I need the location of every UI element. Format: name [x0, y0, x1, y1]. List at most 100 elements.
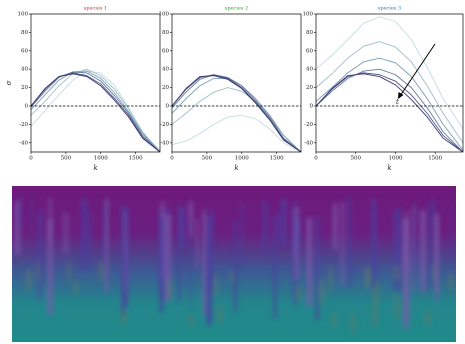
streak: [167, 277, 173, 301]
y-tick-label: -20: [19, 122, 28, 128]
streak: [295, 284, 302, 303]
x-tick-label: 500: [61, 156, 72, 162]
x-tick-label: 1000: [235, 156, 249, 162]
y-tick-label: 100: [159, 12, 170, 18]
streak: [121, 206, 126, 317]
axes-frame: [171, 13, 302, 153]
streak: [14, 201, 21, 255]
streak: [420, 210, 426, 292]
streak: [98, 261, 105, 283]
streak: [400, 219, 403, 274]
streak: [413, 204, 417, 264]
y-axis-label: σ: [5, 80, 13, 85]
streak: [232, 219, 238, 312]
streak: [349, 312, 357, 334]
streak: [73, 279, 80, 296]
x-tick-label: 1500: [129, 156, 143, 162]
y-tick-label: 80: [306, 30, 313, 36]
streak: [25, 267, 33, 292]
streak: [81, 199, 88, 270]
streak: [89, 212, 92, 264]
streak: [340, 201, 345, 287]
streak: [404, 211, 410, 270]
annotation-arrow: [399, 43, 436, 97]
streak: [412, 206, 415, 292]
streak: [372, 281, 380, 306]
streak: [195, 219, 199, 268]
streak: [333, 203, 338, 250]
x-tick-label: 500: [350, 156, 361, 162]
x-tick-label: 0: [314, 156, 318, 162]
line-series: [316, 73, 463, 152]
streak: [273, 216, 277, 319]
streak: [202, 209, 207, 315]
y-tick-label: -40: [19, 140, 28, 146]
streak: [187, 313, 195, 327]
chart-title: species 3: [378, 6, 401, 12]
heatmap-streaks: [14, 196, 455, 334]
line-series: [172, 114, 301, 152]
heatmap-image: [12, 186, 456, 342]
y-tick-label: 20: [21, 85, 28, 91]
streak: [188, 218, 191, 304]
streak: [314, 216, 320, 320]
x-tick-label: 500: [202, 156, 213, 162]
y-tick-label: 40: [21, 67, 28, 73]
streak: [451, 203, 454, 267]
streak: [37, 213, 43, 300]
streak: [447, 271, 455, 291]
line-series: [316, 41, 463, 144]
streak: [393, 263, 401, 281]
streak: [262, 201, 269, 253]
y-tick-label: 80: [21, 30, 28, 36]
axes-frame: [30, 13, 161, 153]
y-tick-label: -40: [304, 140, 313, 146]
streak: [18, 196, 22, 233]
line-series: [172, 74, 301, 152]
streak: [402, 219, 409, 330]
x-tick-label: 1500: [270, 156, 284, 162]
annotation: t: [396, 98, 399, 106]
axes-frame: [315, 13, 464, 153]
y-tick-label: 80: [162, 30, 169, 36]
y-tick-label: 40: [162, 67, 169, 73]
streak: [330, 312, 338, 328]
y-tick-label: 100: [303, 12, 314, 18]
streak: [431, 265, 437, 282]
y-tick-label: 60: [162, 48, 169, 54]
chart-title: species 1: [84, 6, 107, 12]
y-tick-label: -20: [304, 122, 313, 128]
line-series: [316, 72, 463, 152]
streak: [424, 309, 432, 327]
line-series: [31, 70, 160, 151]
x-axis-label: k: [234, 164, 238, 172]
streak: [371, 199, 377, 290]
line-series: [172, 74, 301, 152]
x-axis-label: k: [93, 164, 97, 172]
y-tick-label: 60: [21, 48, 28, 54]
streak: [328, 264, 333, 293]
x-tick-label: 1500: [428, 156, 442, 162]
line-series: [172, 75, 301, 152]
arrow-head: [398, 92, 404, 99]
line-series: [316, 16, 463, 130]
streak: [36, 261, 41, 284]
x-tick-label: 1000: [388, 156, 402, 162]
y-tick-label: -40: [160, 140, 169, 146]
y-tick-label: 100: [18, 12, 29, 18]
streak: [240, 203, 244, 266]
streak: [159, 217, 164, 312]
streak: [177, 204, 182, 302]
streak: [164, 214, 172, 302]
y-tick-label: 40: [306, 67, 313, 73]
line-series: [172, 87, 301, 152]
streak: [306, 218, 312, 307]
streak: [62, 213, 70, 254]
streak: [427, 202, 432, 289]
streak: [293, 207, 300, 280]
streak: [206, 220, 212, 327]
streak: [393, 208, 399, 290]
y-tick-label: 0: [166, 104, 170, 110]
plot-area: [172, 74, 301, 152]
